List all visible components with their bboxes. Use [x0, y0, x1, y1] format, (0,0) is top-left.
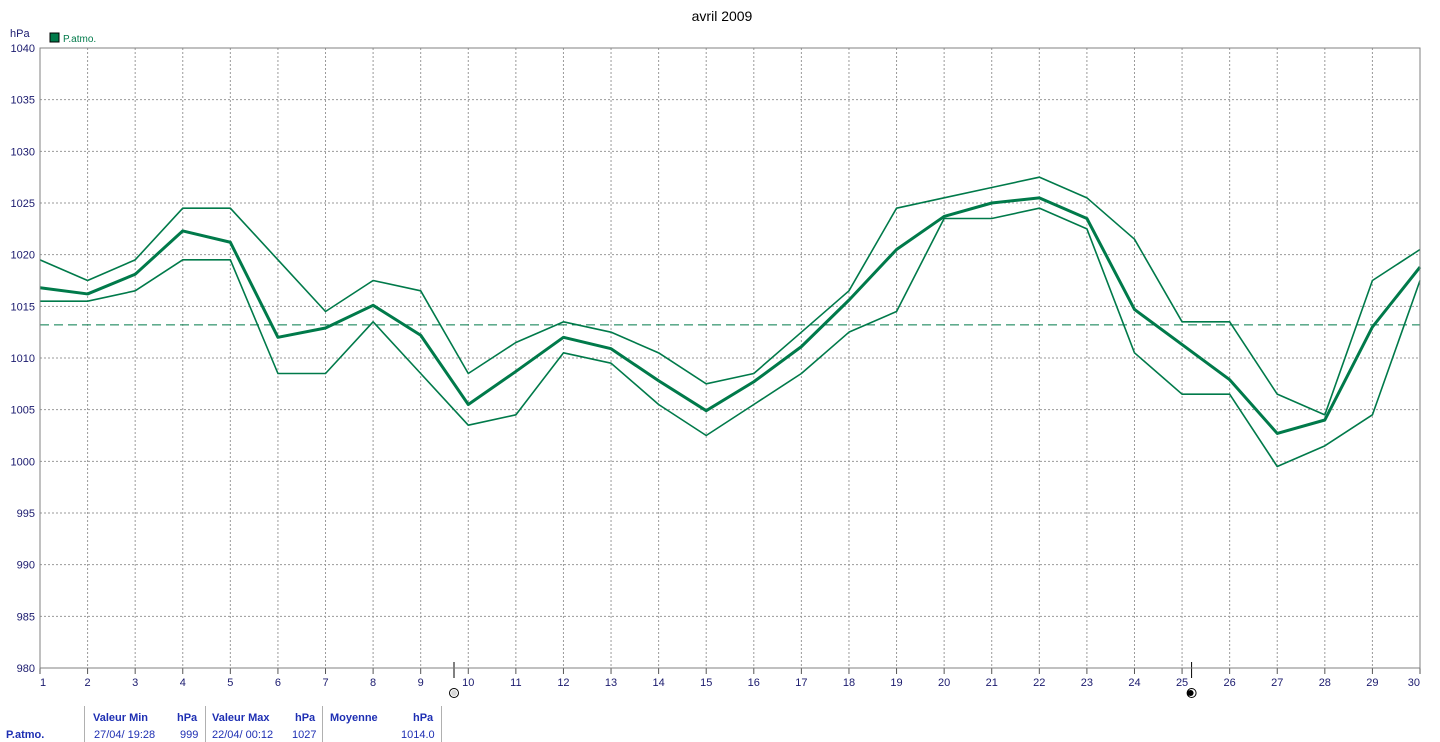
x-tick-label: 28 [1319, 677, 1331, 689]
new-moon-shade [1187, 688, 1192, 698]
table-divider [205, 706, 206, 742]
max-value: 1027 [292, 729, 317, 741]
x-tick-label: 13 [605, 677, 617, 689]
legend-label: P.atmo. [63, 34, 96, 45]
x-tick-label: 16 [748, 677, 760, 689]
series-lines [39, 176, 1422, 468]
series-line-max [39, 176, 1421, 416]
y-tick-label: 1015 [11, 301, 35, 313]
y-tick-label: 985 [17, 611, 35, 623]
x-tick-label: 15 [700, 677, 712, 689]
summary-table: P.atmo. Valeur Min hPa 27/04/ 19:28 999 … [0, 706, 445, 742]
pressure-chart: avril 2009 hPa P.atmo. 98098599099510001… [10, 8, 1422, 698]
max-date: 22/04/ 00:12 [212, 729, 274, 741]
min-value: 999 [180, 729, 199, 741]
y-axis-unit-label: hPa [10, 28, 30, 40]
new-moon-shade [1187, 690, 1194, 696]
avg-value: 1014.0 [401, 729, 435, 741]
y-tick-label: 1010 [11, 353, 35, 365]
x-tick-label: 1 [40, 677, 46, 689]
min-date: 27/04/ 19:28 [94, 729, 156, 741]
x-tick-label: 3 [132, 677, 138, 689]
x-tick-label: 21 [986, 677, 998, 689]
x-tick-label: 2 [85, 677, 91, 689]
y-tick-label: 995 [17, 508, 35, 520]
x-tick-label: 12 [557, 677, 569, 689]
chart-title: avril 2009 [692, 8, 753, 24]
x-tick-label: 29 [1366, 677, 1378, 689]
avg-header: Moyenne [330, 712, 378, 724]
full-moon-shade [451, 690, 457, 696]
y-tick-label: 1035 [11, 95, 35, 107]
x-tick-label: 17 [795, 677, 807, 689]
y-axis-ticks: 980 985 990 995 1000 1005 1010 1015 1020 1025 1030… [11, 43, 35, 675]
x-tick-label: 30 [1408, 677, 1420, 689]
y-tick-label: 1005 [11, 405, 35, 417]
x-tick-label: 19 [890, 677, 902, 689]
plot-frame [39, 47, 1421, 669]
moon-markers [449, 662, 1197, 698]
y-tick-label: 980 [17, 663, 35, 675]
x-tick-label: 10 [462, 677, 474, 689]
x-tick-label: 26 [1224, 677, 1236, 689]
table-divider [84, 706, 85, 742]
grid [40, 48, 1420, 668]
x-tick-label: 24 [1128, 677, 1140, 689]
min-unit: hPa [177, 712, 198, 724]
series-line-mean [39, 196, 1422, 435]
x-tick-label: 18 [843, 677, 855, 689]
row-label: P.atmo. [6, 729, 45, 741]
y-tick-label: 1030 [11, 146, 35, 158]
legend-swatch [49, 32, 60, 43]
table-divider [322, 706, 323, 742]
y-tick-label: 1025 [11, 198, 35, 210]
min-header: Valeur Min [93, 712, 149, 724]
x-tick-label: 5 [227, 677, 233, 689]
x-tick-label: 6 [275, 677, 281, 689]
x-tick-label: 27 [1271, 677, 1283, 689]
x-axis-ticks: 1 2 3 4 5 6 7 8 9 10 11 12 13 14 15 16 17 18 19 20 21 22 23 24 2… [39, 668, 1421, 689]
x-tick-label: 22 [1033, 677, 1045, 689]
x-tick-label: 4 [180, 677, 186, 689]
table-divider [441, 706, 442, 742]
max-unit: hPa [295, 712, 316, 724]
avg-unit: hPa [413, 712, 434, 724]
y-tick-label: 1000 [11, 456, 35, 468]
y-tick-label: 990 [17, 560, 35, 572]
max-header: Valeur Max [212, 712, 270, 724]
x-tick-label: 20 [938, 677, 950, 689]
x-tick-label: 8 [370, 677, 376, 689]
series-line-min [40, 207, 1421, 468]
x-tick-label: 14 [652, 677, 664, 689]
x-tick-label: 11 [510, 677, 521, 689]
x-tick-label: 25 [1176, 677, 1188, 689]
y-tick-label: 1040 [11, 43, 35, 55]
x-tick-label: 9 [418, 677, 424, 689]
y-tick-label: 1020 [11, 250, 35, 262]
x-tick-label: 23 [1081, 677, 1093, 689]
x-tick-label: 7 [322, 677, 328, 689]
